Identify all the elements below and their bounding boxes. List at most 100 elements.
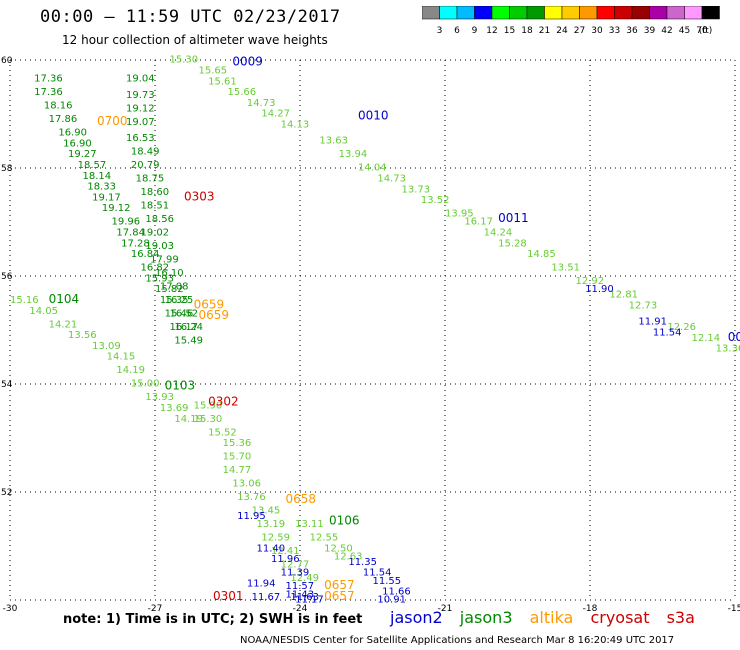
satellite-cryosat: cryosat	[590, 608, 650, 627]
legend-tick-label: 3	[437, 26, 443, 36]
wave-height-value: 11.39	[281, 568, 310, 579]
wave-height-value: 15.70	[223, 452, 252, 463]
pass-time-label: 0301	[213, 589, 244, 603]
wave-height-value: 17.99	[150, 255, 179, 266]
y-tick-label: 52	[1, 488, 12, 498]
wave-height-value: 13.06	[232, 479, 261, 490]
pass-time-label: 0659	[199, 308, 230, 322]
legend-tick-label: 21	[539, 26, 550, 36]
wave-height-value: 14.27	[261, 109, 290, 120]
wave-height-value: 19.96	[112, 217, 141, 228]
wave-height-value: 10.91	[377, 595, 406, 606]
legend-tick-label: 15	[504, 26, 515, 36]
legend-tick-label: 30	[591, 26, 603, 36]
wave-height-value: 11.54	[363, 568, 392, 579]
pass-time-label: 00	[728, 330, 740, 344]
wave-height-value: 11.96	[271, 554, 300, 565]
wave-height-value: 16.90	[63, 138, 92, 149]
wave-height-value: 13.73	[402, 184, 431, 195]
wave-height-value: 14.73	[377, 174, 406, 185]
pass-time-label: 0009	[232, 54, 263, 68]
wave-height-value: 18.51	[141, 201, 170, 212]
wave-height-value: 13.45	[252, 506, 281, 517]
wave-height-value: 11.90	[585, 284, 614, 295]
wave-height-value: 18.56	[145, 214, 174, 225]
y-tick-label: 54	[1, 380, 13, 390]
pass-time-label: 0657	[324, 578, 355, 592]
wave-height-value: 14.19	[174, 414, 203, 425]
page-title: 00:00 – 11:59 UTC 02/23/2017	[40, 7, 341, 27]
wave-height-value: 13.11	[295, 519, 324, 530]
wave-height-value: 12.77	[281, 560, 310, 571]
wave-height-value: 11.43	[286, 589, 315, 600]
wave-height-value: 11.94	[247, 579, 276, 590]
pass-time-label: 0700	[97, 114, 128, 128]
wave-height-value: 12.92	[576, 276, 605, 287]
wave-height-value: 18.75	[136, 174, 165, 185]
wave-height-value: 15.36	[223, 438, 252, 449]
wave-height-value: 14.73	[247, 98, 276, 109]
wave-height-value: 12.41	[271, 546, 300, 557]
wave-height-value: 14.24	[484, 228, 513, 239]
legend-tick-label: 9	[472, 26, 478, 36]
legend-tick-label: 24	[556, 26, 568, 36]
legend-tick-label: 45	[679, 26, 690, 36]
wave-height-value: 11.40	[257, 543, 286, 554]
wave-height-value: 11.67	[252, 592, 281, 603]
x-tick-label: -24	[293, 604, 308, 614]
wave-height-value: 16.17	[170, 322, 199, 333]
pass-time-label: 0104	[49, 292, 80, 306]
wave-height-value: 13.93	[145, 392, 174, 403]
wave-height-value: 17.36	[34, 87, 63, 98]
pass-time-label: 0011	[498, 211, 529, 225]
wave-height-value: 15.66	[228, 87, 257, 98]
pass-time-label: 0302	[208, 395, 239, 409]
satellite-legend: jason2 jason3 altika cryosat s3a	[390, 608, 707, 627]
wave-height-value: 11.17	[295, 595, 324, 606]
wave-height-value: 15.46	[165, 309, 194, 320]
legend-tick-label: 39	[644, 26, 656, 36]
pass-time-label: 0659	[194, 297, 225, 311]
wave-height-value: 15.30	[170, 55, 199, 66]
wave-height-value: 12.50	[324, 543, 353, 554]
legend-tick-label: 12	[486, 26, 497, 36]
wave-height-value: 16.52	[170, 309, 199, 320]
wave-height-value: 14.13	[281, 120, 310, 131]
wave-height-value: 13.95	[445, 209, 474, 220]
wave-height-value: 15.61	[208, 76, 237, 87]
pass-time-label: 0657	[324, 589, 355, 603]
wave-height-value: 15.49	[174, 336, 203, 347]
wave-height-value: 15.16	[10, 295, 39, 306]
wave-height-value: 13.56	[68, 330, 97, 341]
pass-time-label: 0303	[184, 189, 215, 203]
legend-tick-label: 70	[696, 26, 708, 36]
wave-height-value: 13.09	[92, 341, 121, 352]
wave-height-value: 19.27	[68, 149, 97, 160]
satellite-altika: altika	[529, 608, 574, 627]
footer-credit: NOAA/NESDIS Center for Satellite Applica…	[240, 635, 675, 646]
wave-height-value: 11.91	[638, 317, 667, 328]
color-legend: 3 6 9 12 15 18 21 24 27 30 33 36 39 42 45 70(ft)	[422, 6, 720, 36]
wave-height-value: 13.63	[319, 136, 348, 147]
wave-height-value: 19.03	[145, 241, 174, 252]
wave-height-value: 20.79	[131, 160, 160, 171]
legend-tick-label: 27	[574, 26, 585, 36]
wave-height-value: 19.73	[126, 90, 155, 101]
wave-height-value: 18.49	[131, 147, 160, 158]
legend-tick-label: 33	[609, 26, 620, 36]
wave-height-value: 19.12	[126, 103, 155, 114]
wave-height-value: 12.73	[629, 300, 658, 311]
wave-height-value: 19.04	[126, 74, 155, 85]
wave-height-value: 16.82	[141, 263, 170, 274]
wave-height-value: 17.28	[121, 238, 150, 249]
wave-height-value: 11.66	[382, 587, 411, 598]
wave-height-value: 16.53	[126, 133, 155, 144]
y-tick-label: 58	[1, 164, 13, 174]
wave-height-value: 12.49	[290, 573, 319, 584]
wave-height-value: 15.52	[208, 427, 237, 438]
wave-height-value: 11.54	[653, 327, 682, 338]
satellite-jason2: jason2	[390, 608, 443, 627]
wave-height-value: 17.86	[49, 114, 78, 125]
wave-height-value: 14.05	[29, 306, 58, 317]
